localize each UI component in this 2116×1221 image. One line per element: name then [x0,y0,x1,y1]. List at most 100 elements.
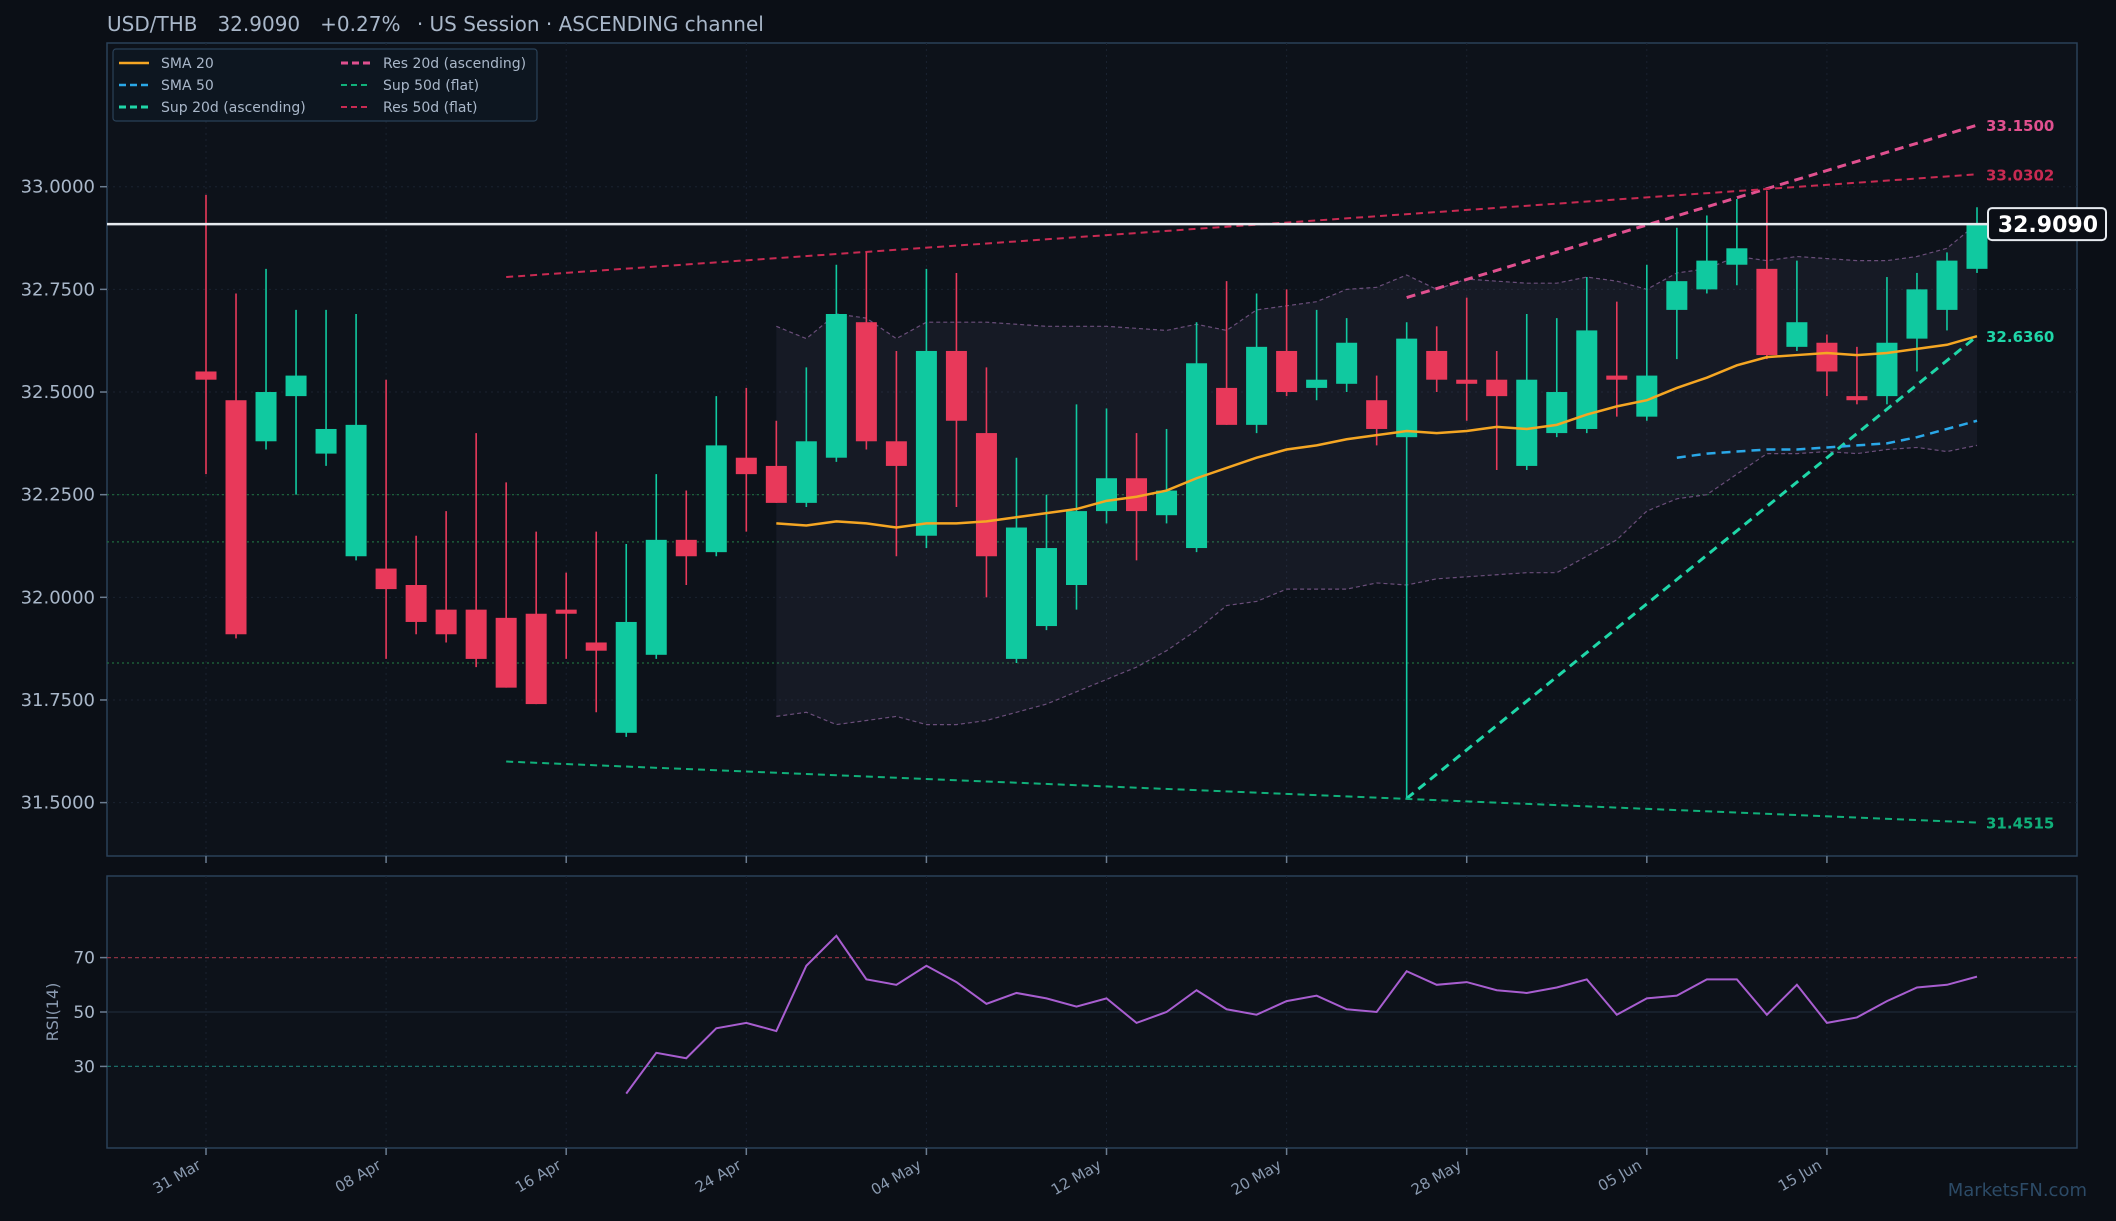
candle [1636,264,1658,421]
candle [555,572,577,659]
candle-body [1276,350,1298,393]
rsi-line [625,934,1978,1095]
header-price: 32.9090 [217,12,300,36]
resistance-50d-line [506,173,1978,279]
candle [825,264,847,462]
candle [495,482,517,688]
y-tick-label: 32.5000 [21,382,95,403]
candle-body [1876,342,1898,397]
candle [1065,404,1087,610]
bollinger-lower-line [776,444,1978,726]
candle-body [975,433,997,557]
x-tick-label: 24 Apr [692,1155,745,1196]
candle-body [1606,375,1628,380]
candle-body [675,539,697,557]
candle-body [1696,260,1718,290]
x-tick-label: 20 May [1228,1156,1285,1199]
rsi-axis-label: RSI(14) [43,983,62,1042]
sma-20-line [776,334,1978,529]
x-tick-label: 16 Apr [512,1155,565,1196]
candle [1696,215,1718,294]
candle [1906,272,1928,372]
candle [1216,281,1238,425]
y-tick-label: 31.7500 [21,690,95,711]
chart-header: USD/THB 32.9090 +0.27% · US Session · ASCE… [107,12,764,36]
support-20d-line [1405,335,1978,800]
candle [1186,322,1208,553]
candle [525,531,547,705]
y-tick-label: 31.5000 [21,793,95,814]
x-tick-label: 04 May [868,1156,925,1199]
candle-body [1906,289,1928,339]
candle [375,379,397,659]
candle-body [1966,223,1988,269]
candle-body [195,371,217,380]
legend-entry: SMA 50 [161,78,214,94]
candle-body [555,609,577,614]
current-price-tag [1987,207,2107,242]
candle-body [1336,342,1358,384]
candle-body [1936,260,1958,310]
candle [285,309,307,495]
x-tick-label: 31 Mar [150,1155,205,1197]
candle [255,268,277,450]
candle-body [1846,396,1868,401]
candle [585,531,607,713]
candle-body [285,375,307,397]
candle-body [915,350,937,536]
rsi-y-tick-label: 30 [73,1057,95,1077]
candle-body [1035,548,1057,627]
candle-body [1005,527,1027,659]
candle [1936,252,1958,331]
candle-body [255,392,277,442]
legend: SMA 20 SMA 50 Sup 20d (ascending) Res 20d (… [112,48,538,122]
candle-body [1186,363,1208,549]
candle-body [1516,379,1538,466]
header-session: US Session [430,12,540,36]
candle-body [945,350,967,421]
candle [705,396,727,557]
x-tick-label: 15 Jun [1775,1156,1825,1195]
candle [915,268,937,549]
candle-body [885,441,907,466]
candle-body [735,457,757,475]
candle [675,490,697,585]
resistance-20d-line [1406,123,1978,300]
y-tick-label: 33.0000 [21,177,95,198]
support-50d-line [506,760,1978,824]
candle [315,309,337,466]
candle [1756,190,1778,360]
candle [975,367,997,598]
x-tick-label: 05 Jun [1595,1156,1645,1195]
candle [405,535,427,635]
candle-body [1156,490,1178,516]
candle [615,543,637,737]
candle-body [765,465,787,503]
y-tick-label: 32.0000 [21,587,95,608]
candle-body [645,539,667,655]
candle [1576,277,1598,434]
candle-body [1096,478,1118,512]
candle [795,367,817,507]
x-tick-label: 08 Apr [332,1155,385,1196]
candle [735,387,757,532]
legend-entry: Res 20d (ascending) [383,56,526,72]
candle [945,272,967,507]
candle [1876,277,1898,405]
legend-entry: SMA 20 [161,56,214,72]
candle [855,252,877,450]
x-tick-label: 28 May [1408,1156,1465,1199]
candle [1035,494,1057,631]
candle [465,433,487,668]
level-label: 33.0302 [1986,166,2054,184]
candle-body [405,585,427,622]
candle [1486,350,1508,471]
candle-body [1816,342,1838,372]
header-change: +0.27% [320,12,400,36]
candle [645,474,667,659]
candle [1966,207,1988,273]
candle [885,350,907,557]
candle-body [1426,350,1448,380]
candle [1426,326,1448,393]
